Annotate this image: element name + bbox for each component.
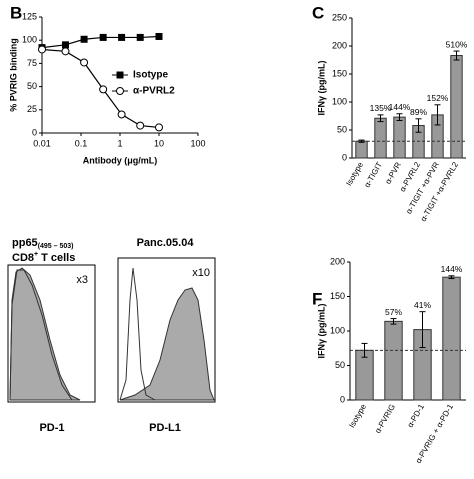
title-sub: (495 – 503) (38, 243, 74, 250)
bar-annotation: 144% (441, 264, 463, 274)
x-tick-label: 100 (190, 138, 205, 148)
marker (155, 32, 163, 40)
panel-letter: C (312, 3, 324, 22)
y-tick-label: 100 (332, 96, 347, 106)
histogram-open (9, 269, 73, 401)
title-part: pp65 (12, 237, 38, 249)
bar-annotation: 57% (385, 307, 402, 317)
marker (61, 41, 69, 49)
x-tick-label: α-PVR (383, 160, 403, 185)
bar-annotation: 144% (389, 102, 411, 112)
bar (442, 276, 461, 401)
marker (118, 33, 126, 41)
bar-annotation: 135% (370, 103, 392, 113)
fold-label: x3 (76, 274, 88, 286)
y-axis-label: IFNγ (pg/mL) (316, 304, 326, 359)
marker (136, 121, 145, 130)
y-tick-label: 150 (330, 291, 345, 301)
flow-frame (117, 257, 216, 403)
bar (355, 140, 368, 159)
flow-title: Panc.05.04 (137, 237, 195, 249)
bar-annotation: 89% (410, 107, 427, 117)
flow-title: pp65(495 – 503) (12, 237, 74, 250)
y-tick-label: 0 (32, 127, 37, 137)
panel-letter: B (10, 3, 22, 22)
x-tick-label: 1 (117, 138, 122, 148)
y-tick-label: 200 (332, 40, 347, 50)
bar (355, 349, 374, 401)
marker-label: PD-L1 (149, 422, 181, 434)
marker-label: PD-1 (39, 422, 64, 434)
marker (99, 33, 107, 41)
legend-marker (116, 71, 124, 79)
x-tick-label: α-PD-1 (406, 402, 427, 429)
y-tick-label: 50 (335, 360, 345, 370)
y-tick-label: 25 (27, 104, 37, 114)
fold-label: x10 (192, 267, 210, 279)
y-tick-label: 0 (340, 394, 345, 404)
flow-title: CD8+ T cells (12, 251, 75, 264)
y-tick-label: 75 (27, 58, 37, 68)
bar-annotation: 510% (446, 39, 468, 49)
x-tick-label: 10 (154, 138, 164, 148)
flow-right: Panc.05.04 x10 PD-L1 (117, 237, 216, 434)
marker (136, 33, 144, 41)
legend-label: Isotype (133, 70, 168, 81)
marker (80, 58, 89, 67)
marker (99, 85, 108, 94)
marker (155, 123, 163, 132)
y-tick-label: 0 (342, 152, 347, 162)
legend-marker (116, 87, 124, 95)
marker (80, 35, 88, 43)
x-tick-label: α-TIGIT (362, 160, 384, 189)
x-tick-label: 0.01 (33, 138, 51, 148)
marker (117, 110, 126, 119)
bar (450, 55, 463, 159)
flow-left: pp65(495 – 503) CD8+ T cells x3 PD-1 (7, 237, 96, 434)
y-tick-label: 150 (332, 68, 347, 78)
y-tick-label: 250 (332, 12, 347, 22)
histogram-open (119, 267, 156, 401)
histogram-filled (119, 287, 215, 401)
y-tick-label: 100 (330, 325, 345, 335)
title-sup: + (34, 251, 38, 258)
bar-annotation: 152% (427, 93, 449, 103)
bar (374, 117, 387, 159)
bar (384, 320, 403, 401)
x-tick-label: Isotype (347, 402, 368, 429)
y-tick-label: 50 (337, 124, 347, 134)
x-axis-label: Antibody (μg/mL) (83, 155, 158, 165)
histogram-filled (9, 267, 81, 401)
bar-annotation: 41% (414, 300, 431, 310)
y-tick-label: 200 (330, 256, 345, 266)
y-tick-label: 125 (22, 11, 37, 21)
y-tick-label: 100 (22, 35, 37, 45)
title-part: T cells (41, 252, 75, 264)
x-tick-label: α-PVRIG (373, 403, 397, 435)
title-part: CD8 (12, 252, 34, 264)
legend-label: α-PVRL2 (133, 86, 175, 97)
marker (38, 45, 46, 54)
y-axis-label: % PVRIG binding (8, 38, 18, 112)
x-tick-label: 0.1 (75, 138, 88, 148)
flow-frame (7, 264, 96, 403)
marker (61, 47, 70, 56)
y-tick-label: 50 (27, 81, 37, 91)
bar (393, 116, 406, 159)
y-axis-label: IFNγ (pg/mL) (316, 61, 326, 116)
panel-letter: F (312, 289, 322, 308)
